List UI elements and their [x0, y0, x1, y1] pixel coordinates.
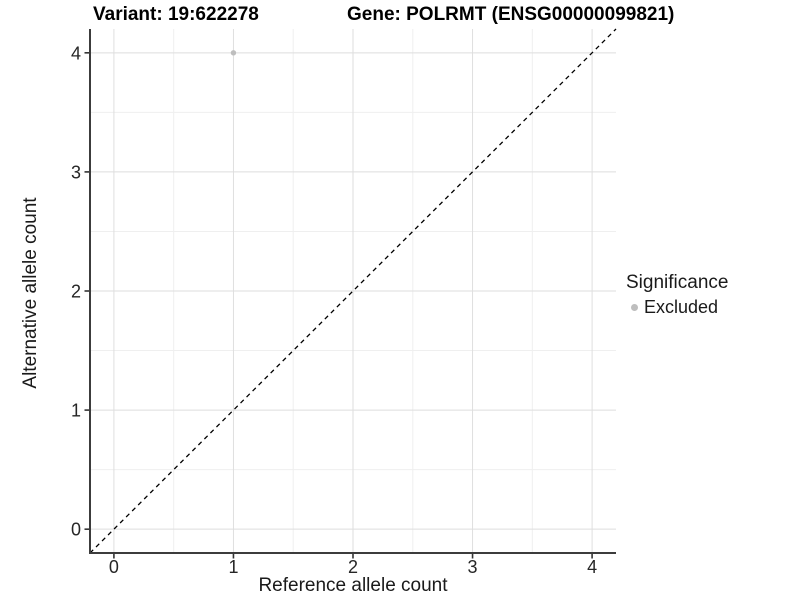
svg-text:3: 3	[468, 557, 478, 577]
svg-text:4: 4	[71, 43, 81, 63]
legend-entry-excluded: Excluded	[626, 297, 728, 317]
legend: Significance Excluded	[626, 272, 728, 317]
gene-title: Gene: POLRMT (ENSG00000099821)	[347, 4, 675, 25]
svg-text:3: 3	[71, 162, 81, 182]
svg-text:1: 1	[71, 401, 81, 421]
svg-text:0: 0	[109, 557, 119, 577]
svg-text:2: 2	[71, 282, 81, 302]
x-axis-title: Reference allele count	[258, 575, 448, 596]
svg-text:2: 2	[348, 557, 358, 577]
y-axis-title: Alternative allele count	[20, 197, 41, 389]
svg-text:0: 0	[71, 520, 81, 540]
excluded-point-icon	[631, 303, 638, 311]
legend-title: Significance	[626, 272, 729, 293]
legend-entry-label: Excluded	[644, 297, 719, 317]
variant-title: Variant: 19:622278	[93, 4, 259, 25]
svg-text:1: 1	[228, 557, 238, 577]
svg-text:4: 4	[587, 557, 597, 577]
